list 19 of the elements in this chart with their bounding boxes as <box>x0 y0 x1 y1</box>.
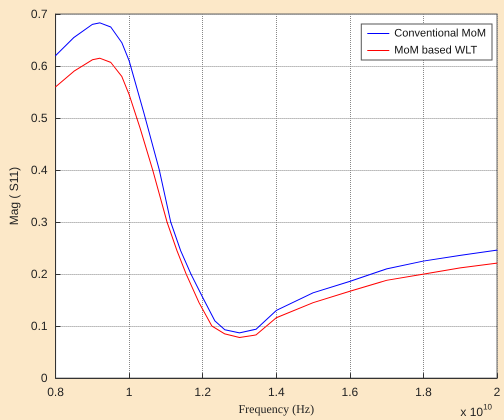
x-tick-label: 1.8 <box>415 385 432 400</box>
x-tick-label: 1.6 <box>342 385 359 400</box>
x-tick-label: 1.4 <box>268 385 285 400</box>
x-tick-label: 2 <box>494 385 501 400</box>
y-tick-label: 0.2 <box>30 267 48 282</box>
legend-label: MoM based WLT <box>394 44 478 56</box>
x-tick-label: 1 <box>126 385 133 400</box>
x-tick-label: 0.8 <box>47 385 64 400</box>
y-tick-label: 0.6 <box>30 59 48 74</box>
y-tick-label: 0.5 <box>30 111 48 126</box>
y-axis-title: Mag ( S11) <box>7 166 21 226</box>
x-tick-label: 1.2 <box>194 385 212 400</box>
y-tick-label: 0.1 <box>30 319 48 334</box>
legend-label: Conventional MoM <box>394 28 486 40</box>
y-tick-label: 0 <box>40 371 48 386</box>
x-axis-title: Frequency (Hz) <box>238 402 314 416</box>
y-tick-label: 0.3 <box>30 215 48 230</box>
y-tick-label: 0.4 <box>30 163 48 178</box>
y-tick-label: 0.7 <box>30 7 48 21</box>
